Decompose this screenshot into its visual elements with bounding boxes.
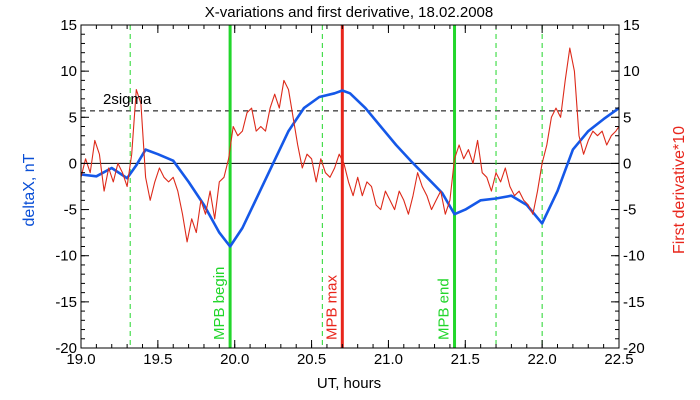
y-tick-label-left: 0 <box>69 155 77 172</box>
x-tick-label: 19.0 <box>66 351 95 368</box>
x-tick-label: 21.0 <box>374 351 403 368</box>
x-tick-label: 21.5 <box>451 351 480 368</box>
y-tick-label-left: 10 <box>60 63 77 80</box>
y-tick-label-right: -10 <box>623 248 645 265</box>
x-axis-label: UT, hours <box>317 375 381 392</box>
series-deltaX-line <box>80 89 620 248</box>
y-tick-label-left: -10 <box>55 248 77 265</box>
x-tick-label: 19.5 <box>143 351 172 368</box>
x-tick-label: 20.0 <box>220 351 249 368</box>
series-derivative-line <box>80 47 620 243</box>
y-tick-label-left: -15 <box>55 294 77 311</box>
y-tick-label-right: -5 <box>623 202 636 219</box>
x-tick-label: 22.5 <box>604 351 633 368</box>
y-tick-label-left: 15 <box>60 17 77 34</box>
y-tick-label-right: 10 <box>623 63 640 80</box>
vline-label-mpb-max: MPB max <box>323 274 340 340</box>
y-tick-label-left: 5 <box>69 109 77 126</box>
y-tick-label-right: 15 <box>623 17 640 34</box>
y-tick-label-right: 0 <box>623 155 631 172</box>
vline-label-mpb-end: MPB end <box>436 278 453 340</box>
y-tick-label-right: -20 <box>623 340 645 357</box>
vline-label-mpb-begin: MPB begin <box>211 267 228 340</box>
y-tick-label-right: 5 <box>623 109 631 126</box>
y-axis-left-label: deltaX, nT <box>21 153 38 226</box>
y-tick-label-right: -15 <box>623 294 645 311</box>
axes: 19.0 19.5 20.0 20.5 21.0 21.5 22.0 22.5-20 -20-1… <box>55 17 644 368</box>
plot-frame <box>80 24 620 349</box>
y-tick-label-left: -20 <box>55 340 77 357</box>
chart-title: X-variations and first derivative, 18.02… <box>205 4 494 21</box>
threshold-label: 2sigma <box>103 91 152 108</box>
event-lines: MPB begin MPB max MPB end <box>129 25 543 348</box>
reference-lines <box>81 110 619 164</box>
axis-labels: X-variations and first derivative, 18.02… <box>21 4 688 392</box>
y-tick-label-left: -5 <box>64 202 77 219</box>
y-axis-right-label: First derivative*10 <box>671 126 688 254</box>
x-tick-label: 20.5 <box>297 351 326 368</box>
x-tick-label: 22.0 <box>528 351 557 368</box>
series-lines <box>80 47 620 248</box>
